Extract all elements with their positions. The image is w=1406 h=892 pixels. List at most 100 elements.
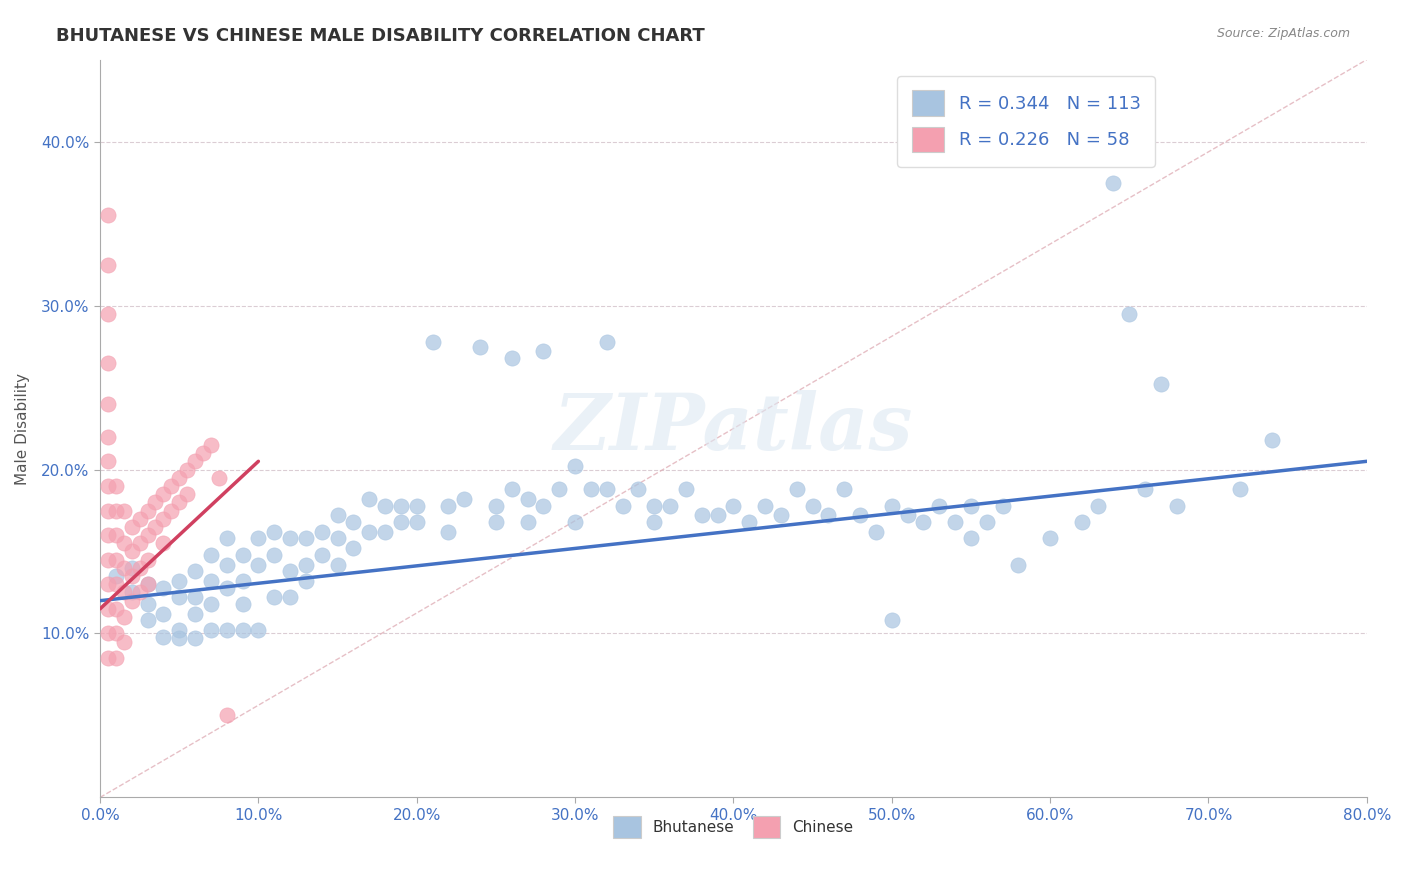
Point bbox=[960, 532, 983, 546]
Point bbox=[152, 630, 174, 644]
Point bbox=[128, 512, 150, 526]
Point bbox=[675, 482, 697, 496]
Point bbox=[247, 624, 270, 638]
Legend: Bhutanese, Chinese: Bhutanese, Chinese bbox=[606, 808, 862, 845]
Point bbox=[437, 524, 460, 539]
Point bbox=[152, 536, 174, 550]
Point bbox=[97, 356, 120, 370]
Point bbox=[97, 552, 120, 566]
Point bbox=[627, 482, 650, 496]
Point bbox=[976, 515, 998, 529]
Text: Source: ZipAtlas.com: Source: ZipAtlas.com bbox=[1216, 27, 1350, 40]
Point bbox=[1118, 307, 1140, 321]
Point bbox=[121, 561, 143, 575]
Point bbox=[167, 574, 190, 588]
Point bbox=[104, 626, 127, 640]
Point bbox=[880, 499, 903, 513]
Point bbox=[643, 499, 665, 513]
Point bbox=[128, 561, 150, 575]
Point bbox=[659, 499, 682, 513]
Point bbox=[176, 487, 198, 501]
Point bbox=[104, 503, 127, 517]
Point bbox=[97, 503, 120, 517]
Point bbox=[136, 597, 159, 611]
Point bbox=[960, 499, 983, 513]
Point bbox=[1133, 482, 1156, 496]
Point bbox=[801, 499, 824, 513]
Point bbox=[97, 528, 120, 542]
Point bbox=[121, 585, 143, 599]
Point bbox=[817, 508, 839, 523]
Point bbox=[723, 499, 745, 513]
Point bbox=[295, 532, 318, 546]
Point bbox=[136, 613, 159, 627]
Point bbox=[405, 499, 427, 513]
Point bbox=[389, 515, 412, 529]
Point bbox=[184, 454, 207, 468]
Point bbox=[564, 459, 586, 474]
Point bbox=[912, 515, 935, 529]
Point bbox=[121, 593, 143, 607]
Point bbox=[128, 536, 150, 550]
Point bbox=[160, 503, 183, 517]
Point bbox=[769, 508, 792, 523]
Point bbox=[596, 482, 619, 496]
Point bbox=[176, 462, 198, 476]
Point bbox=[389, 499, 412, 513]
Point bbox=[104, 479, 127, 493]
Point bbox=[215, 558, 238, 572]
Point bbox=[167, 495, 190, 509]
Point bbox=[531, 499, 554, 513]
Point bbox=[326, 532, 349, 546]
Point bbox=[738, 515, 761, 529]
Point bbox=[311, 524, 333, 539]
Point bbox=[215, 624, 238, 638]
Point bbox=[263, 524, 285, 539]
Point bbox=[1007, 558, 1029, 572]
Point bbox=[232, 597, 254, 611]
Point bbox=[97, 208, 120, 222]
Point bbox=[453, 491, 475, 506]
Point bbox=[897, 508, 920, 523]
Point bbox=[326, 508, 349, 523]
Point bbox=[422, 334, 444, 349]
Point bbox=[97, 307, 120, 321]
Point bbox=[145, 520, 167, 534]
Point bbox=[112, 536, 135, 550]
Point bbox=[1070, 515, 1092, 529]
Point bbox=[97, 454, 120, 468]
Point bbox=[342, 541, 364, 556]
Point bbox=[1087, 499, 1109, 513]
Point bbox=[579, 482, 602, 496]
Point bbox=[991, 499, 1014, 513]
Point bbox=[97, 430, 120, 444]
Point bbox=[104, 552, 127, 566]
Point bbox=[501, 351, 523, 365]
Point bbox=[104, 577, 127, 591]
Point bbox=[278, 591, 301, 605]
Point bbox=[468, 339, 491, 353]
Point bbox=[121, 520, 143, 534]
Point bbox=[706, 508, 728, 523]
Text: BHUTANESE VS CHINESE MALE DISABILITY CORRELATION CHART: BHUTANESE VS CHINESE MALE DISABILITY COR… bbox=[56, 27, 704, 45]
Point bbox=[849, 508, 872, 523]
Text: ZIPatlas: ZIPatlas bbox=[554, 391, 912, 467]
Point bbox=[152, 581, 174, 595]
Point bbox=[215, 581, 238, 595]
Point bbox=[200, 548, 222, 562]
Point bbox=[97, 258, 120, 272]
Point bbox=[104, 569, 127, 583]
Point bbox=[167, 591, 190, 605]
Point bbox=[136, 503, 159, 517]
Point bbox=[184, 564, 207, 578]
Point bbox=[136, 577, 159, 591]
Point bbox=[136, 528, 159, 542]
Point bbox=[112, 561, 135, 575]
Y-axis label: Male Disability: Male Disability bbox=[15, 373, 30, 484]
Point bbox=[128, 585, 150, 599]
Point bbox=[136, 552, 159, 566]
Point bbox=[1150, 377, 1173, 392]
Point bbox=[943, 515, 966, 529]
Point bbox=[97, 651, 120, 665]
Point bbox=[485, 515, 508, 529]
